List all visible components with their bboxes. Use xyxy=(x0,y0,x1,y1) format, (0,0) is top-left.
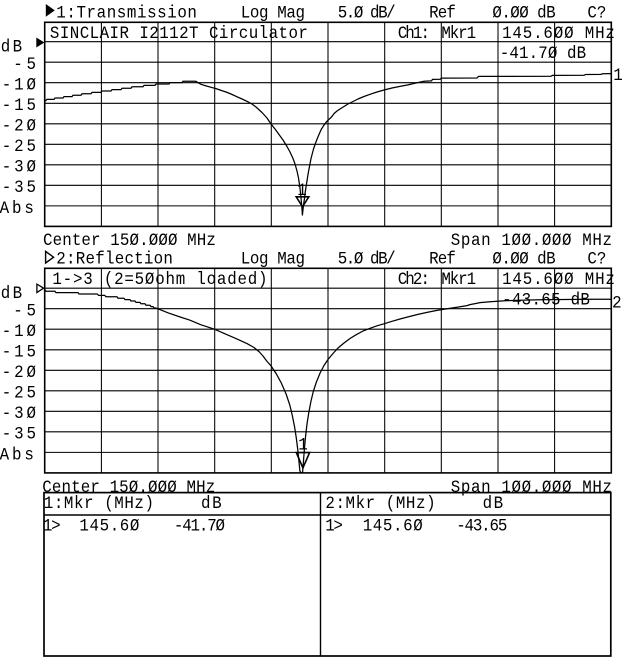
svg-text:-3Ø: -3Ø xyxy=(2,158,36,178)
svg-text:Ø.ØØ dB: Ø.ØØ dB xyxy=(492,250,555,270)
svg-text:C?: C? xyxy=(587,3,606,23)
svg-text:Ch1:: Ch1: xyxy=(398,24,430,44)
svg-text:Mkr1: Mkr1 xyxy=(441,270,476,290)
svg-text:145.6ØØ MHz: 145.6ØØ MHz xyxy=(502,24,615,44)
svg-text:-15: -15 xyxy=(2,343,36,363)
svg-text:Log Mag: Log Mag xyxy=(241,3,305,23)
svg-text:-3Ø: -3Ø xyxy=(2,404,36,424)
svg-text:-15: -15 xyxy=(2,96,36,116)
svg-text:-1Ø: -1Ø xyxy=(2,322,36,342)
svg-text:-2Ø: -2Ø xyxy=(2,117,36,137)
svg-text:-25: -25 xyxy=(2,384,36,404)
svg-text:5.Ø dB/: 5.Ø dB/ xyxy=(338,250,396,270)
svg-text:dB: dB xyxy=(483,494,504,514)
svg-text:145.6Ø: 145.6Ø xyxy=(363,517,423,537)
svg-text:2:Reflection: 2:Reflection xyxy=(56,250,173,270)
svg-text:Ref: Ref xyxy=(429,3,456,23)
svg-text:1: 1 xyxy=(298,435,308,455)
svg-text:Center 15Ø.ØØØ MHz: Center 15Ø.ØØØ MHz xyxy=(43,231,216,251)
svg-text:Abs: Abs xyxy=(0,446,34,466)
svg-text:1>: 1> xyxy=(43,517,61,537)
svg-text:Mkr1: Mkr1 xyxy=(441,24,476,44)
svg-text:-43.65 dB: -43.65 dB xyxy=(502,291,590,311)
svg-text:-41.7Ø: -41.7Ø xyxy=(174,517,225,537)
svg-text:-2Ø: -2Ø xyxy=(2,363,36,383)
svg-text:dB: dB xyxy=(201,494,222,514)
svg-text:Ø.ØØ dB: Ø.ØØ dB xyxy=(492,3,555,23)
svg-text:-25: -25 xyxy=(2,137,36,157)
svg-text:2:Mkr (MHz): 2:Mkr (MHz) xyxy=(325,494,435,514)
svg-text:1:Transmission: 1:Transmission xyxy=(56,3,197,23)
svg-text:145.6ØØ MHz: 145.6ØØ MHz xyxy=(502,270,615,290)
svg-text:Ref: Ref xyxy=(429,250,456,270)
svg-text:1: 1 xyxy=(613,66,623,86)
svg-text:Ch2:: Ch2: xyxy=(398,270,430,290)
svg-text:1>: 1> xyxy=(325,517,343,537)
svg-text:5.Ø dB/: 5.Ø dB/ xyxy=(338,3,396,23)
svg-text:Span 1ØØ.ØØØ MHz: Span 1ØØ.ØØØ MHz xyxy=(451,231,612,251)
svg-text:Log Mag: Log Mag xyxy=(241,250,305,270)
svg-text:145.6Ø: 145.6Ø xyxy=(79,517,139,537)
svg-text:-35: -35 xyxy=(2,425,36,445)
svg-text:1: 1 xyxy=(297,181,307,201)
svg-text:Center 15Ø.ØØØ MHz: Center 15Ø.ØØØ MHz xyxy=(42,478,215,498)
svg-text:SINCLAIR I2112T Circulator: SINCLAIR I2112T Circulator xyxy=(50,24,308,44)
svg-text:1->3 (2=5Øohm loaded): 1->3 (2=5Øohm loaded) xyxy=(52,270,267,290)
svg-text:C?: C? xyxy=(587,250,606,270)
svg-text:2: 2 xyxy=(612,294,622,314)
svg-text:-1Ø: -1Ø xyxy=(2,75,36,95)
svg-text:1:Mkr (MHz): 1:Mkr (MHz) xyxy=(44,494,154,514)
svg-text:-43.65: -43.65 xyxy=(456,517,507,537)
svg-text:Span 1ØØ.ØØØ MHz: Span 1ØØ.ØØØ MHz xyxy=(451,478,612,498)
svg-text:-35: -35 xyxy=(2,178,36,198)
svg-text:Abs: Abs xyxy=(0,199,34,219)
svg-text:-41.7Ø dB: -41.7Ø dB xyxy=(500,44,586,64)
